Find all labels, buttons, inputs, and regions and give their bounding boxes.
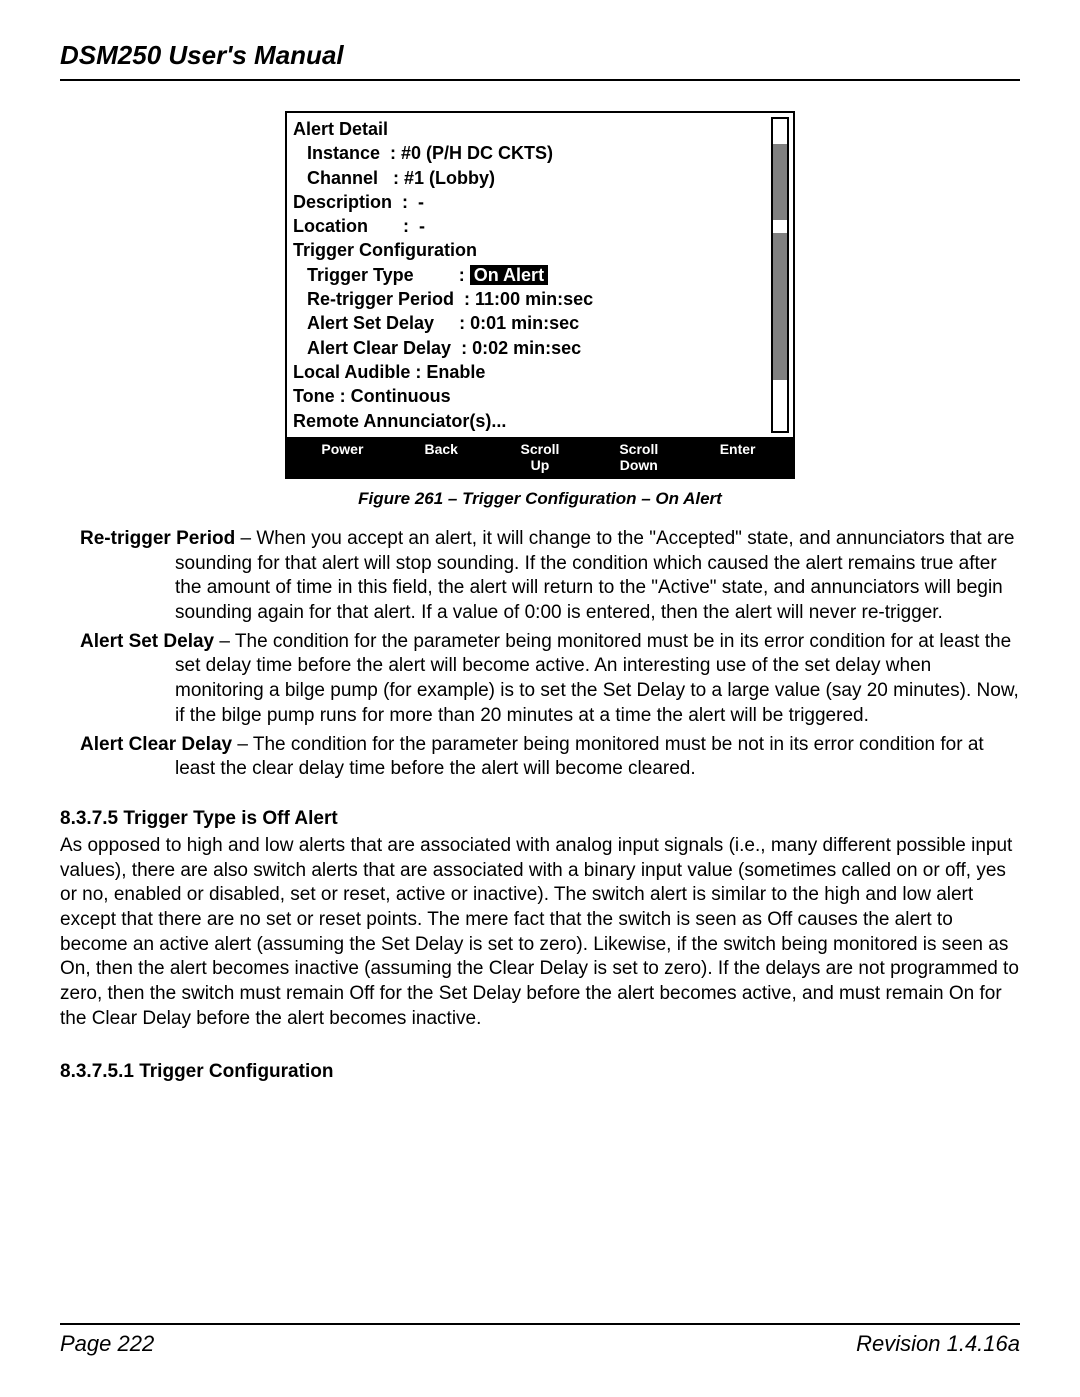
heading-trigger-conf: 8.3.7.5.1 Trigger Configuration bbox=[60, 1061, 1020, 1083]
screen-row-clear-delay: Alert Clear Delay : 0:02 min:sec bbox=[293, 336, 765, 360]
para-alert-clear: Alert Clear Delay – The condition for th… bbox=[60, 733, 1020, 782]
scroll-thumb-lower bbox=[773, 233, 787, 381]
enter-button[interactable]: Enter bbox=[688, 441, 787, 473]
screen-row-description: Description : - bbox=[293, 190, 765, 214]
alert-clear-label: Alert Clear Delay bbox=[80, 734, 232, 755]
screen-row-location: Location : - bbox=[293, 214, 765, 238]
screen-trigger-header: Trigger Configuration bbox=[293, 238, 765, 262]
device-screen: Alert Detail Instance : #0 (P/H DC CKTS)… bbox=[285, 111, 795, 479]
scroll-track-top bbox=[773, 119, 787, 144]
screenshot-container: Alert Detail Instance : #0 (P/H DC CKTS)… bbox=[60, 111, 1020, 479]
revision-number: Revision 1.4.16a bbox=[856, 1331, 1020, 1357]
scrollbar[interactable] bbox=[771, 117, 789, 433]
screen-row-local-audible: Local Audible : Enable bbox=[293, 360, 765, 384]
screen-row-set-delay: Alert Set Delay : 0:01 min:sec bbox=[293, 311, 765, 335]
alert-set-text: – The condition for the parameter being … bbox=[175, 631, 1019, 726]
figure-caption: Figure 261 – Trigger Configuration – On … bbox=[60, 489, 1020, 509]
power-button[interactable]: Power bbox=[293, 441, 392, 473]
scroll-up-button[interactable]: Scroll Up bbox=[491, 441, 590, 473]
screen-title: Alert Detail bbox=[293, 117, 765, 141]
scroll-down-button[interactable]: Scroll Down bbox=[589, 441, 688, 473]
retrigger-text: – When you accept an alert, it will chan… bbox=[175, 528, 1014, 623]
manual-title: DSM250 User's Manual bbox=[60, 40, 1020, 71]
scroll-gap bbox=[773, 220, 787, 233]
para-off-alert: As opposed to high and low alerts that a… bbox=[60, 834, 1020, 1032]
back-button[interactable]: Back bbox=[392, 441, 491, 473]
scroll-thumb-upper bbox=[773, 144, 787, 220]
page-footer: Page 222 Revision 1.4.16a bbox=[60, 1323, 1020, 1357]
screen-button-bar: Power Back Scroll Up Scroll Down Enter bbox=[287, 437, 793, 477]
screen-row-tone: Tone : Continuous bbox=[293, 384, 765, 408]
screen-row-instance: Instance : #0 (P/H DC CKTS) bbox=[293, 141, 765, 165]
screen-row-retrigger: Re-trigger Period : 11:00 min:sec bbox=[293, 287, 765, 311]
scroll-track-bottom bbox=[773, 380, 787, 431]
screen-body: Alert Detail Instance : #0 (P/H DC CKTS)… bbox=[287, 113, 793, 437]
alert-set-label: Alert Set Delay bbox=[80, 631, 214, 652]
screen-row-trigger-type[interactable]: Trigger Type : On Alert bbox=[293, 263, 765, 287]
trigger-type-value: On Alert bbox=[470, 265, 548, 285]
screen-row-channel: Channel : #1 (Lobby) bbox=[293, 166, 765, 190]
screen-row-remote[interactable]: Remote Annunciator(s)... bbox=[293, 409, 765, 433]
heading-off-alert: 8.3.7.5 Trigger Type is Off Alert bbox=[60, 808, 1020, 830]
page-header: DSM250 User's Manual bbox=[60, 40, 1020, 81]
alert-clear-text: – The condition for the parameter being … bbox=[175, 734, 984, 780]
page-number: Page 222 bbox=[60, 1331, 154, 1357]
para-retrigger: Re-trigger Period – When you accept an a… bbox=[60, 527, 1020, 626]
screen-content: Alert Detail Instance : #0 (P/H DC CKTS)… bbox=[293, 117, 765, 433]
retrigger-label: Re-trigger Period bbox=[80, 528, 235, 549]
para-alert-set: Alert Set Delay – The condition for the … bbox=[60, 630, 1020, 729]
